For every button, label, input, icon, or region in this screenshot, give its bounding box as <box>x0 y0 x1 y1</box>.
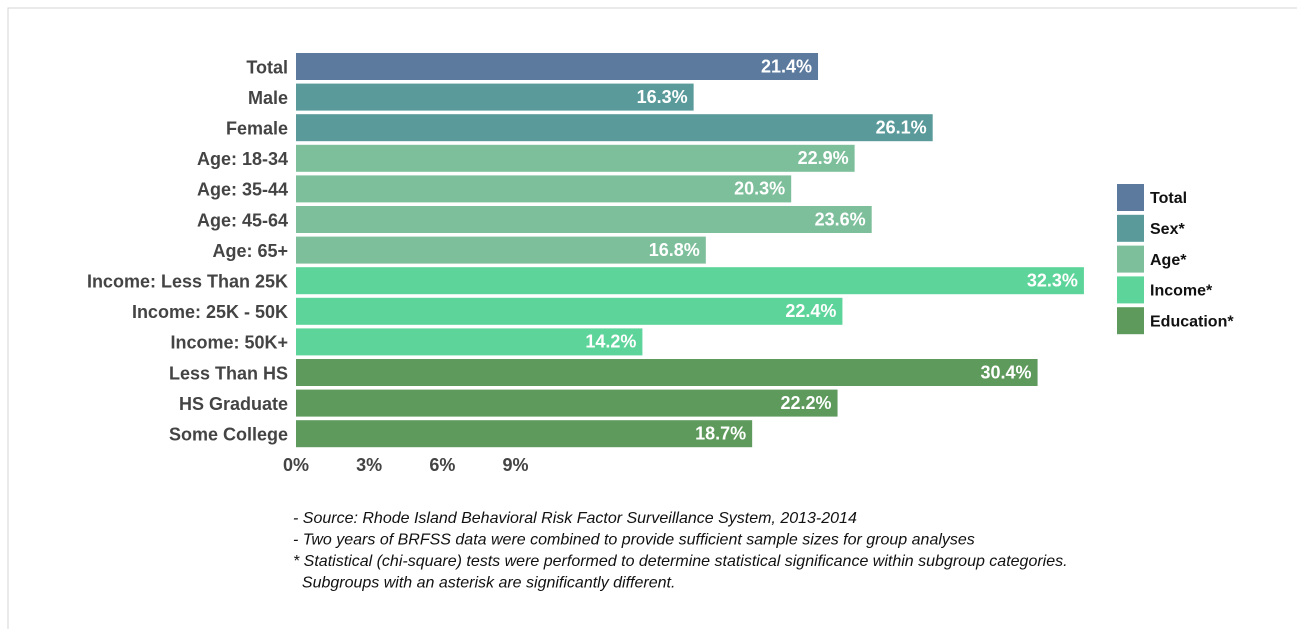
value-label: 14.2% <box>585 332 636 352</box>
legend-swatch <box>1117 245 1144 273</box>
footnote: Subgroups with an asterisk are significa… <box>293 575 675 592</box>
y-tick-label: Age: 18-34 <box>197 149 288 169</box>
bar <box>296 359 1038 386</box>
y-tick-label: Age: 45-64 <box>197 210 288 230</box>
legend-swatch <box>1117 276 1144 304</box>
value-label: 22.2% <box>780 393 831 413</box>
y-tick-label: Age: 65+ <box>212 241 288 261</box>
footnote: - Source: Rhode Island Behavioral Risk F… <box>293 510 857 527</box>
value-label: 16.3% <box>637 87 688 107</box>
value-label: 20.3% <box>734 179 785 199</box>
bar <box>296 175 792 203</box>
y-tick-label: Age: 35-44 <box>197 180 288 200</box>
y-tick-label: Less Than HS <box>169 363 288 383</box>
bar <box>296 114 933 142</box>
bar <box>296 297 843 325</box>
bar <box>296 53 819 80</box>
legend-label: Income* <box>1150 283 1213 300</box>
value-label: 16.8% <box>649 240 700 260</box>
y-tick-label: Income: Less Than 25K <box>87 271 288 291</box>
legend-label: Education* <box>1150 313 1234 330</box>
legend-label: Sex* <box>1150 221 1185 238</box>
y-tick-label: HS Graduate <box>179 394 288 414</box>
value-label: 23.6% <box>815 209 866 229</box>
legend-swatch <box>1117 307 1144 335</box>
footnote: - Two years of BRFSS data were combined … <box>293 532 975 549</box>
bar <box>296 267 1084 295</box>
legend-label: Total <box>1150 190 1187 207</box>
y-tick-label: Income: 25K - 50K <box>132 302 288 322</box>
frame <box>7 7 1297 629</box>
legend-swatch <box>1117 214 1144 242</box>
y-tick-label: Male <box>248 88 288 108</box>
x-tick-label: 0% <box>283 455 309 475</box>
footnote: * Statistical (chi-square) tests were pe… <box>293 553 1068 570</box>
x-tick-label: 3% <box>356 455 382 475</box>
value-label: 30.4% <box>981 362 1032 382</box>
bar <box>296 206 872 233</box>
y-tick-label: Income: 50K+ <box>170 333 288 353</box>
y-tick-label: Female <box>226 118 288 138</box>
value-label: 18.7% <box>695 423 746 443</box>
bar <box>296 328 643 356</box>
x-tick-label: 6% <box>429 455 455 475</box>
y-tick-label: Some College <box>169 424 288 444</box>
x-tick-label: 9% <box>503 455 529 475</box>
value-label: 32.3% <box>1027 270 1078 290</box>
legend-swatch <box>1117 184 1144 211</box>
y-tick-label: Total <box>246 57 288 77</box>
legend-label: Age* <box>1150 252 1187 269</box>
value-label: 21.4% <box>761 56 812 76</box>
bar <box>296 389 838 417</box>
value-label: 26.1% <box>876 117 927 137</box>
bar <box>296 236 706 264</box>
value-label: 22.4% <box>785 301 836 321</box>
bar <box>296 83 694 111</box>
bar <box>296 420 753 448</box>
bar <box>296 144 855 172</box>
value-label: 22.9% <box>798 148 849 168</box>
